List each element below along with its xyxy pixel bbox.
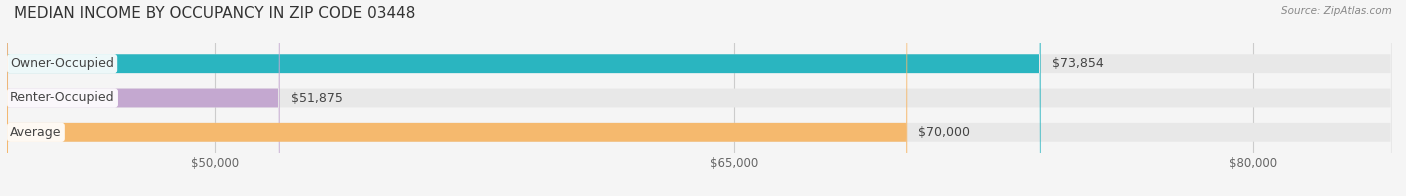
Text: MEDIAN INCOME BY OCCUPANCY IN ZIP CODE 03448: MEDIAN INCOME BY OCCUPANCY IN ZIP CODE 0… — [14, 6, 415, 21]
Text: Source: ZipAtlas.com: Source: ZipAtlas.com — [1281, 6, 1392, 16]
FancyBboxPatch shape — [7, 0, 1392, 196]
Text: $73,854: $73,854 — [1052, 57, 1104, 70]
Text: $51,875: $51,875 — [291, 92, 343, 104]
FancyBboxPatch shape — [7, 0, 907, 196]
Text: Renter-Occupied: Renter-Occupied — [10, 92, 115, 104]
Text: Owner-Occupied: Owner-Occupied — [10, 57, 114, 70]
FancyBboxPatch shape — [7, 0, 1392, 196]
FancyBboxPatch shape — [7, 0, 280, 196]
FancyBboxPatch shape — [7, 0, 1392, 196]
Text: $70,000: $70,000 — [918, 126, 970, 139]
Text: Average: Average — [10, 126, 62, 139]
FancyBboxPatch shape — [7, 0, 1040, 196]
